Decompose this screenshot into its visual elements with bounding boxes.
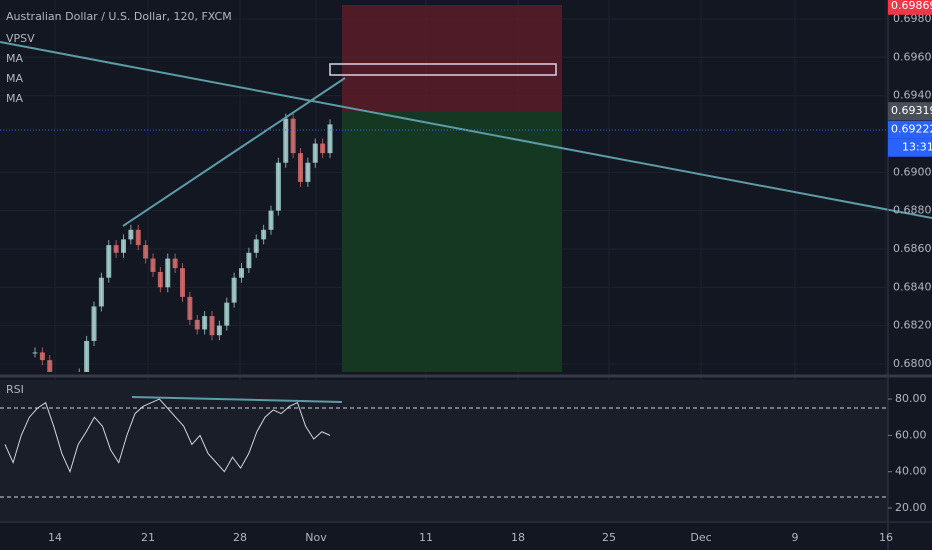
- time-tick-label: 18: [511, 531, 525, 544]
- candle: [121, 239, 126, 253]
- time-tick-label: 9: [792, 531, 799, 544]
- candle: [298, 153, 303, 182]
- candle: [253, 239, 259, 253]
- candle: [91, 306, 97, 341]
- candle: [150, 258, 156, 272]
- price-badge: [888, 0, 932, 15]
- time-tick-label: 11: [419, 531, 433, 544]
- countdown: 13:31: [902, 141, 932, 154]
- price-badge-label: 0.69319: [891, 104, 932, 117]
- candle: [239, 268, 244, 278]
- candle: [47, 360, 53, 372]
- rsi-tick-label: 80.00: [895, 392, 927, 405]
- stop-zone: [342, 5, 562, 112]
- price-badge-label: 0.69222: [891, 123, 932, 136]
- price-badge-label: 0.69869: [891, 0, 932, 12]
- rsi-line: [4, 398, 331, 474]
- candle: [320, 143, 326, 154]
- candle: [84, 340, 90, 372]
- rsi-pane: [0, 380, 888, 522]
- candle: [165, 258, 171, 288]
- candle: [261, 229, 267, 240]
- candle: [143, 245, 149, 259]
- trend-line: [122, 77, 346, 227]
- countdown-badge: [888, 138, 932, 157]
- indicator: MA: [6, 92, 23, 105]
- indicator: VPSV: [6, 32, 35, 45]
- candle: [157, 271, 163, 288]
- time-tick-label: 28: [233, 531, 247, 544]
- candle: [180, 268, 185, 297]
- candle: [268, 210, 274, 230]
- candle: [327, 124, 333, 154]
- candles: [32, 113, 333, 372]
- candle: [32, 352, 38, 354]
- time-tick-label: 21: [141, 531, 155, 544]
- candle: [172, 258, 178, 269]
- price-badge: [888, 102, 932, 121]
- candle: [113, 245, 119, 253]
- rsi-tick-label: 40.00: [895, 465, 927, 478]
- candle: [39, 352, 45, 361]
- candle: [275, 162, 281, 211]
- rsi-tick-label: 20.00: [895, 501, 927, 514]
- candle: [106, 245, 112, 278]
- candle: [305, 162, 311, 182]
- rsi-label: RSI: [6, 383, 24, 396]
- zone-box: [329, 63, 557, 76]
- rsi-line: [4, 398, 331, 474]
- time-tick-label: Dec: [690, 531, 711, 544]
- candle: [283, 118, 289, 163]
- time-tick-label: 16: [879, 531, 893, 544]
- rsi-tick-label: 60.00: [895, 428, 927, 441]
- price-badge: [888, 120, 932, 139]
- price-tick-label: 0.68000: [893, 357, 932, 370]
- candle: [246, 252, 252, 269]
- candle: [128, 229, 134, 240]
- candle: [135, 229, 141, 246]
- time-tick-label: 25: [602, 531, 616, 544]
- indicator: MA: [6, 72, 23, 85]
- target-zone: [342, 112, 562, 372]
- candle: [216, 325, 222, 336]
- candle: [231, 277, 237, 303]
- candle: [290, 118, 296, 154]
- symbol-title: Australian Dollar / U.S. Dollar, 120, FX…: [6, 10, 232, 23]
- candle: [312, 143, 318, 163]
- candle: [224, 302, 230, 326]
- candle: [194, 319, 200, 330]
- time-tick-label: 14: [48, 531, 62, 544]
- candle: [187, 296, 193, 320]
- indicator: MA: [6, 52, 23, 65]
- rsi-trend-line: [131, 396, 343, 403]
- candle: [209, 316, 215, 336]
- time-tick-label: Nov: [305, 531, 327, 544]
- candle: [98, 277, 104, 307]
- candle: [202, 316, 208, 330]
